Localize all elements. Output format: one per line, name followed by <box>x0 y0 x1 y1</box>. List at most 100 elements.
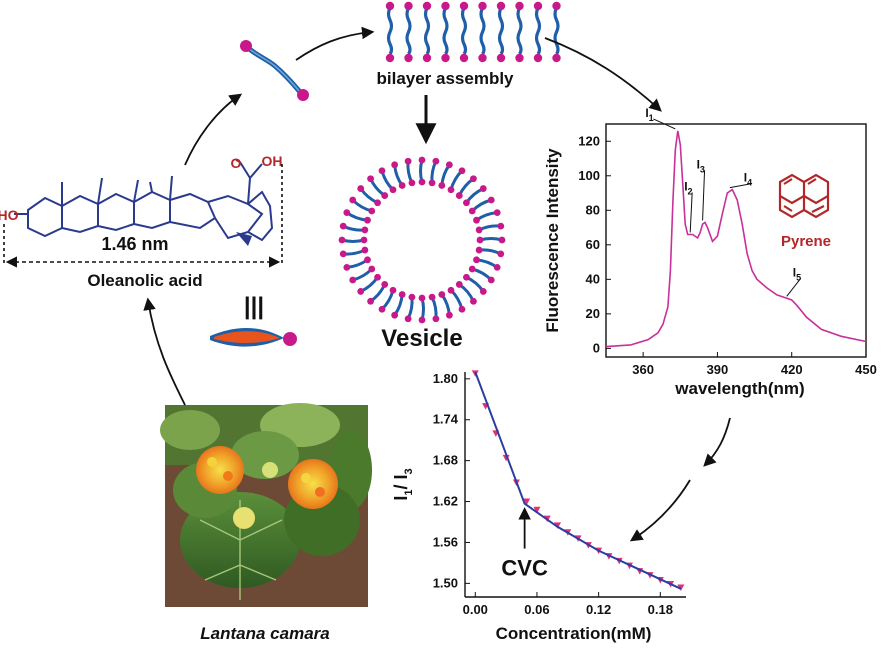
oleanolic-acid-structure <box>14 159 274 242</box>
i1-i3-ratio-chart: 1.50 1.56 1.62 1.68 1.74 1.80 0.00 0.06 0.12 0.18… <box>391 370 686 643</box>
wedge-bond-icon <box>236 232 252 246</box>
vesicle-lipid <box>455 175 477 199</box>
y-tick-label: 20 <box>586 306 600 321</box>
bilayer-lipid <box>478 1 487 63</box>
y-tick-label: 100 <box>578 168 600 183</box>
vesicle-lipid <box>378 167 397 194</box>
bilayer-lipid <box>552 1 561 63</box>
bilayer-lipid <box>441 1 450 63</box>
spectrum-line <box>605 130 867 348</box>
fit-line <box>474 371 682 590</box>
bilayer-lipid <box>533 1 543 63</box>
length-dimension <box>3 164 283 268</box>
vesicle-lipid <box>428 157 440 187</box>
vesicle-lipid <box>473 209 501 224</box>
vesicle-lipid <box>391 161 406 189</box>
vesicle-lipid <box>418 294 426 324</box>
y-tick-label: 1.80 <box>433 371 458 386</box>
x-tick-label: 0.12 <box>586 602 611 617</box>
bilayer-lipid <box>404 1 413 63</box>
vesicle-lipid <box>438 291 453 319</box>
vesicle-lipid <box>367 281 389 305</box>
x-tick-label: 0.18 <box>648 602 673 617</box>
vesicle-lipid <box>367 175 389 199</box>
arrow-bilayer-to-spectrum <box>544 37 662 112</box>
bilayer-lipid <box>496 1 506 63</box>
vesicle-lipid <box>475 246 505 258</box>
y-tick-label: 0 <box>593 340 600 355</box>
peak-leader <box>786 278 802 297</box>
bilayer-lipid <box>385 1 395 63</box>
plant-caption: Lantana camara <box>200 624 329 643</box>
vesicle-lipid <box>339 222 369 234</box>
x-tick-label: 0.06 <box>524 602 549 617</box>
vesicle-lipid <box>378 286 397 313</box>
vesicle-lipid <box>468 265 495 284</box>
bilayer-lipid <box>459 1 469 63</box>
data-point <box>533 506 541 514</box>
pyrene-structure <box>778 173 830 219</box>
x-tick-label: 390 <box>707 362 729 377</box>
vesicle-lipid <box>343 209 371 224</box>
peak-label: I4 <box>744 171 752 188</box>
vesicle-lipid <box>404 157 416 187</box>
y-tick-label: 120 <box>578 133 600 148</box>
cvc-label: CVC <box>501 556 548 581</box>
vesicle-lipid <box>343 256 371 271</box>
bilayer-lipid <box>422 1 432 63</box>
peak-leader <box>653 118 676 130</box>
vesicle-lipid <box>338 236 368 244</box>
y-tick-label: 1.50 <box>433 575 458 590</box>
x-tick-label: 420 <box>781 362 803 377</box>
equivalence-sign: ||| <box>244 293 264 320</box>
vesicle-lipid <box>349 265 376 284</box>
hydroxyl-label: HO <box>0 207 19 223</box>
y-axis-label: Fluorescence Intensity <box>543 148 562 333</box>
flow-arrows <box>143 26 731 542</box>
lantana-camara-photo <box>160 403 372 607</box>
carboxyl-oh-label: OH <box>262 153 283 169</box>
x-axis-label: wavelength(nm) <box>674 379 804 398</box>
length-label: 1.46 nm <box>101 234 168 254</box>
data-point <box>523 498 531 506</box>
vesicle-lipid <box>468 196 495 215</box>
vesicle-lipid <box>339 246 369 258</box>
vesicle-lipid <box>447 167 466 194</box>
y-tick-label: 80 <box>586 202 600 217</box>
vesicle-lipid <box>463 273 487 295</box>
x-tick-label: 360 <box>632 362 654 377</box>
arrow-plant-to-molecule <box>143 297 186 406</box>
x-axis-label: Concentration(mM) <box>496 624 652 643</box>
vesicle-lipid <box>463 185 487 207</box>
vesicle-lipid <box>455 281 477 305</box>
vesicle-lipid <box>349 196 376 215</box>
peak-label: I3 <box>697 157 705 174</box>
plot-frame <box>605 123 867 358</box>
vesicle-lipid <box>391 291 406 319</box>
vesicle-lipid <box>476 236 506 244</box>
bilayer-assembly-diagram <box>385 1 561 63</box>
vesicle-lipid <box>404 293 416 323</box>
y-axis-label: I1/ I3 <box>391 468 415 500</box>
arrow-amphiphile-to-bilayer <box>295 26 375 61</box>
bilayer-label: bilayer assembly <box>376 69 514 88</box>
x-tick-label: 0.00 <box>463 602 488 617</box>
amphiphile-icon <box>240 40 309 101</box>
y-tick-label: 1.68 <box>433 453 458 468</box>
peak-label: I5 <box>793 265 801 282</box>
y-tick-label: 1.56 <box>433 534 458 549</box>
peak-leader <box>702 170 706 221</box>
vesicle-lipid <box>357 185 381 207</box>
fluorescence-spectrum-chart: 0 20 40 60 80 100 120 360 390 420 450 wavelength(nm… <box>543 106 877 398</box>
vesicle-lipid <box>473 256 501 271</box>
vesicle-label: Vesicle <box>381 325 462 352</box>
vesicle-lipid <box>418 156 426 186</box>
y-tick-label: 1.62 <box>433 494 458 509</box>
peak-label: I2 <box>684 179 692 196</box>
bilayer-lipid <box>515 1 524 63</box>
vesicle-lipid <box>475 222 505 234</box>
peak-leader <box>729 183 752 189</box>
vesicle-diagram <box>338 156 506 324</box>
y-tick-label: 60 <box>586 237 600 252</box>
y-tick-label: 40 <box>586 271 600 286</box>
